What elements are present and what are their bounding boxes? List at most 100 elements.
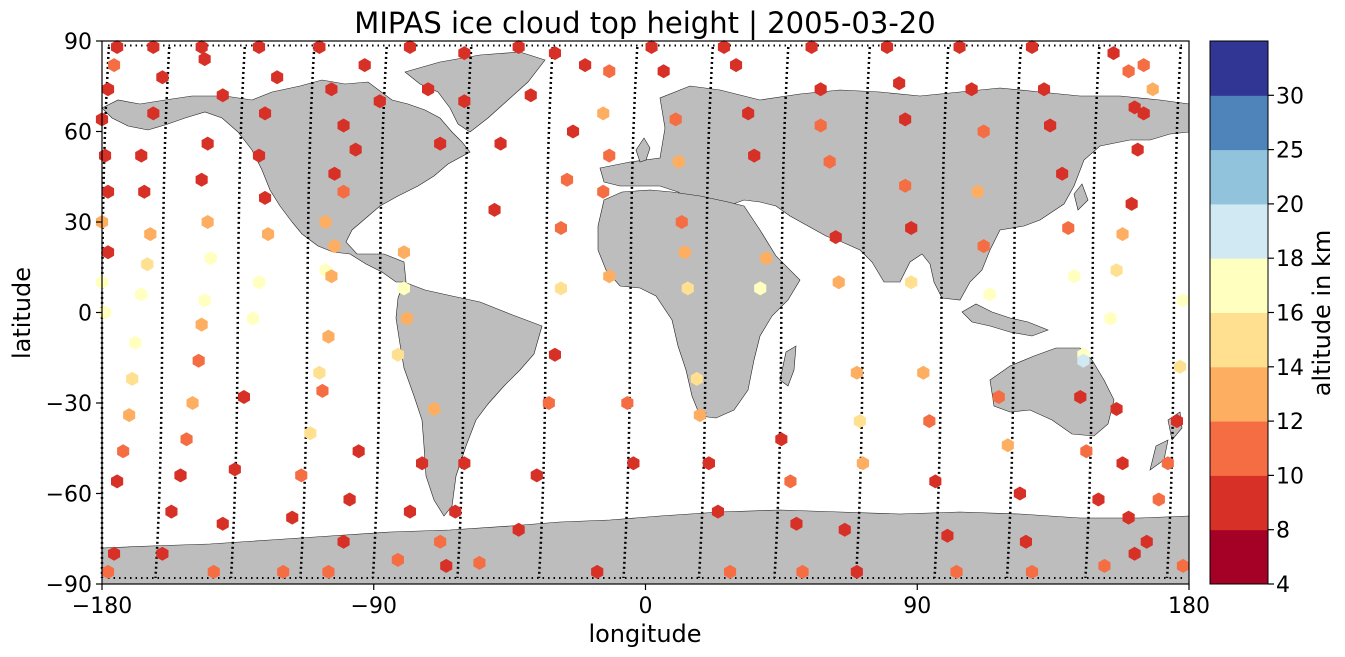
cloud-point	[1137, 106, 1150, 121]
south-america	[395, 281, 543, 517]
cloud-point	[1173, 359, 1186, 374]
cloud-point	[814, 82, 827, 97]
cloud-point	[748, 148, 761, 163]
madagascar	[779, 345, 797, 387]
cloud-point	[597, 184, 610, 199]
colorbar-tick-label: 30	[1276, 84, 1304, 109]
uk	[635, 137, 651, 163]
cloud-point	[621, 396, 634, 410]
cloud-point	[856, 456, 869, 471]
cloud-point	[992, 390, 1005, 404]
x-axis: −180 −90 0 90 180	[72, 584, 1210, 619]
cloud-point	[138, 184, 151, 199]
cloud-point	[325, 82, 338, 97]
cloud-point	[1122, 64, 1135, 79]
cloud-point	[711, 504, 724, 519]
cloud-point	[111, 40, 124, 54]
cloud-point	[108, 546, 121, 561]
cloud-point	[693, 408, 706, 423]
cloud-point	[102, 245, 115, 260]
cloud-point	[627, 456, 640, 471]
cloud-point	[343, 492, 356, 507]
y-axis-label: latitude	[8, 267, 36, 359]
cloud-point	[216, 88, 229, 103]
x-axis-label: longitude	[588, 620, 701, 648]
cloud-point	[881, 40, 894, 54]
colorbar-tick-label: 12	[1276, 410, 1304, 435]
cloud-point	[422, 82, 435, 97]
colorbar-tick-label: 8	[1276, 519, 1290, 544]
cloud-point	[277, 564, 290, 579]
y-tick-label: 60	[64, 121, 92, 146]
x-tick-label: 180	[1168, 594, 1210, 619]
x-tick-label: −90	[351, 594, 397, 619]
cloud-point	[899, 112, 912, 127]
cloud-point	[591, 564, 604, 579]
cloud-point	[512, 40, 525, 54]
cloud-point	[1080, 444, 1093, 459]
colorbar-tick-label: 25	[1276, 139, 1304, 164]
cloud-point	[681, 281, 694, 296]
cloud-point	[853, 414, 866, 429]
cloud-point	[147, 106, 160, 121]
cloud-point	[1062, 221, 1075, 235]
cloud-point	[1074, 390, 1087, 404]
map-frame	[95, 40, 1190, 585]
cloud-point	[1170, 414, 1183, 429]
north-america	[101, 79, 471, 283]
cloud-point	[1107, 46, 1120, 61]
cloud-point	[322, 564, 335, 579]
cloud-point	[262, 227, 275, 242]
cloud-point	[1044, 118, 1057, 133]
cloud-point	[458, 46, 471, 61]
cloud-point	[567, 124, 580, 139]
cloud-point	[742, 106, 755, 121]
cloud-point	[977, 124, 990, 139]
africa	[597, 189, 801, 419]
cloud-point	[784, 474, 797, 489]
cloud-point	[1116, 456, 1129, 471]
cloud-point	[669, 112, 682, 127]
cloud-point	[1110, 402, 1123, 416]
cloud-point	[1176, 558, 1189, 573]
cloud-point	[123, 408, 136, 423]
cloud-point	[690, 371, 703, 386]
orbit-track	[854, 46, 872, 579]
orbit-track	[697, 46, 715, 579]
cloud-point	[129, 335, 142, 350]
cloud-point	[337, 534, 350, 549]
cloud-point	[228, 462, 241, 477]
cloud-point	[195, 317, 208, 332]
cloud-point	[724, 564, 737, 579]
cloud-point	[186, 396, 199, 410]
cloud-point	[259, 106, 272, 121]
land-layer	[101, 51, 1190, 585]
cloud-point	[207, 564, 220, 579]
cloud-point	[174, 468, 187, 483]
cloud-point	[983, 287, 996, 302]
cloud-point	[352, 444, 365, 459]
cloud-point	[1092, 492, 1105, 507]
cloud-point	[391, 552, 404, 567]
cloud-point	[180, 432, 193, 447]
cloud-point	[416, 456, 429, 471]
cloud-point	[953, 40, 966, 54]
cloud-point	[603, 148, 616, 163]
orbit-track	[622, 46, 639, 579]
cloud-point	[941, 528, 954, 543]
cloud-point	[530, 468, 543, 483]
cloud-point	[950, 564, 963, 579]
cloud-point	[1110, 263, 1123, 278]
cloud-point	[449, 504, 462, 519]
cloud-point	[850, 564, 863, 579]
colorbar-band	[1210, 366, 1268, 422]
colorbar-band	[1210, 475, 1268, 531]
cloud-point	[201, 136, 214, 151]
cloud-point	[319, 215, 332, 229]
colorbar-band	[1210, 95, 1268, 151]
cloud-point	[141, 257, 154, 272]
cloud-point	[434, 534, 447, 549]
cloud-point	[805, 40, 818, 54]
orbit-track	[456, 46, 473, 579]
cloud-point	[102, 564, 115, 579]
